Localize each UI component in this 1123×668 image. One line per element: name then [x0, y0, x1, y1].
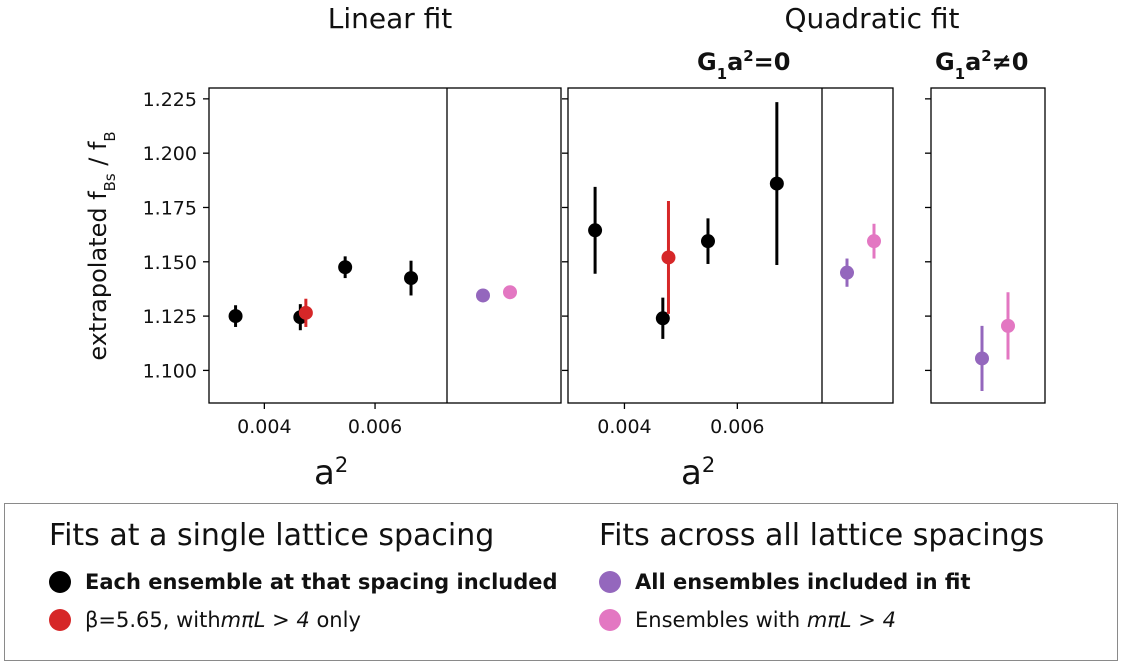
fit-point-across_mpi [503, 285, 517, 300]
y-tick-label: 1.125 [143, 306, 197, 328]
legend-marker-red [49, 609, 71, 631]
legend-all-spacings: Fits across all lattice spacings All ens… [599, 518, 1044, 639]
data-point-single_beta [298, 305, 313, 320]
panel-title-quadratic: Quadratic fit [784, 2, 959, 35]
fit-point-across_mpi [1001, 318, 1015, 333]
x-axis-label: a2 [314, 452, 348, 494]
x-tick-label: 0.004 [237, 416, 291, 438]
panel-frame-1 [567, 87, 894, 404]
legend-item-across-mpi: Ensembles with mπL > 4 [599, 601, 1044, 639]
legend-label-mpi-math: mπL > 4 [806, 608, 896, 632]
data-point-single_all [655, 311, 670, 326]
legend-box: Fits at a single lattice spacing Each en… [4, 503, 1118, 661]
x-tick-label: 0.006 [710, 416, 764, 438]
legend-label-beta-pre: β=5.65, with [85, 608, 221, 632]
subtitle-g1a2-nonzero: G1a2≠0 [935, 47, 1028, 83]
legend-title-across: Fits across all lattice spacings [599, 518, 1045, 553]
panel-frame-0 [208, 87, 562, 404]
y-tick-label: 1.200 [143, 143, 197, 165]
legend-label-across-all: All ensembles included in fit [635, 570, 971, 594]
legend-label-mpi-pre: Ensembles with [635, 608, 807, 632]
legend-title-single: Fits at a single lattice spacing [49, 518, 495, 553]
x-tick-label: 0.004 [597, 416, 651, 438]
fit-point-across_all [476, 288, 490, 303]
fit-point-across_mpi [867, 234, 881, 249]
legend-marker-purple [599, 571, 621, 593]
y-axis-label: extrapolated fBs / fB [84, 131, 119, 360]
figure-canvas: 1.225 1.200 1.175 1.150 1.125 1.100 0.004 0.006… [84, 2, 1046, 494]
panel-title-linear: Linear fit [328, 2, 453, 35]
fit-point-across_all [840, 265, 854, 280]
data-point-single_beta [661, 250, 676, 265]
legend-label-single-all: Each ensemble at that spacing included [85, 570, 558, 594]
subtitle-g1a2-zero: G1a2=0 [697, 47, 790, 83]
data-point-single_all [228, 309, 243, 324]
legend-single-spacing: Fits at a single lattice spacing Each en… [49, 518, 558, 639]
legend-marker-pink [599, 609, 621, 631]
legend-item-single-beta: β=5.65, with mπL > 4 only [49, 601, 558, 639]
legend-label-beta-math: mπL > 4 [220, 608, 310, 632]
y-tick-label: 1.225 [143, 89, 197, 111]
legend-label-beta-post: only [309, 608, 361, 632]
x-tick-label: 0.006 [348, 416, 402, 438]
x-axis-label: a2 [681, 452, 715, 494]
panel-frame-2 [930, 87, 1046, 404]
data-point-single_all [404, 271, 419, 286]
data-point-single_all [769, 176, 784, 191]
y-tick-label: 1.100 [143, 360, 197, 382]
legend-item-single-all: Each ensemble at that spacing included [49, 563, 558, 601]
legend-marker-black [49, 571, 71, 593]
data-point-single_all [588, 223, 603, 238]
data-point-single_all [338, 260, 353, 275]
y-tick-label: 1.150 [143, 252, 197, 274]
y-tick-label: 1.175 [143, 197, 197, 219]
legend-item-across-all: All ensembles included in fit [599, 563, 1044, 601]
fit-point-across_all [975, 351, 989, 366]
data-point-single_all [700, 234, 715, 249]
